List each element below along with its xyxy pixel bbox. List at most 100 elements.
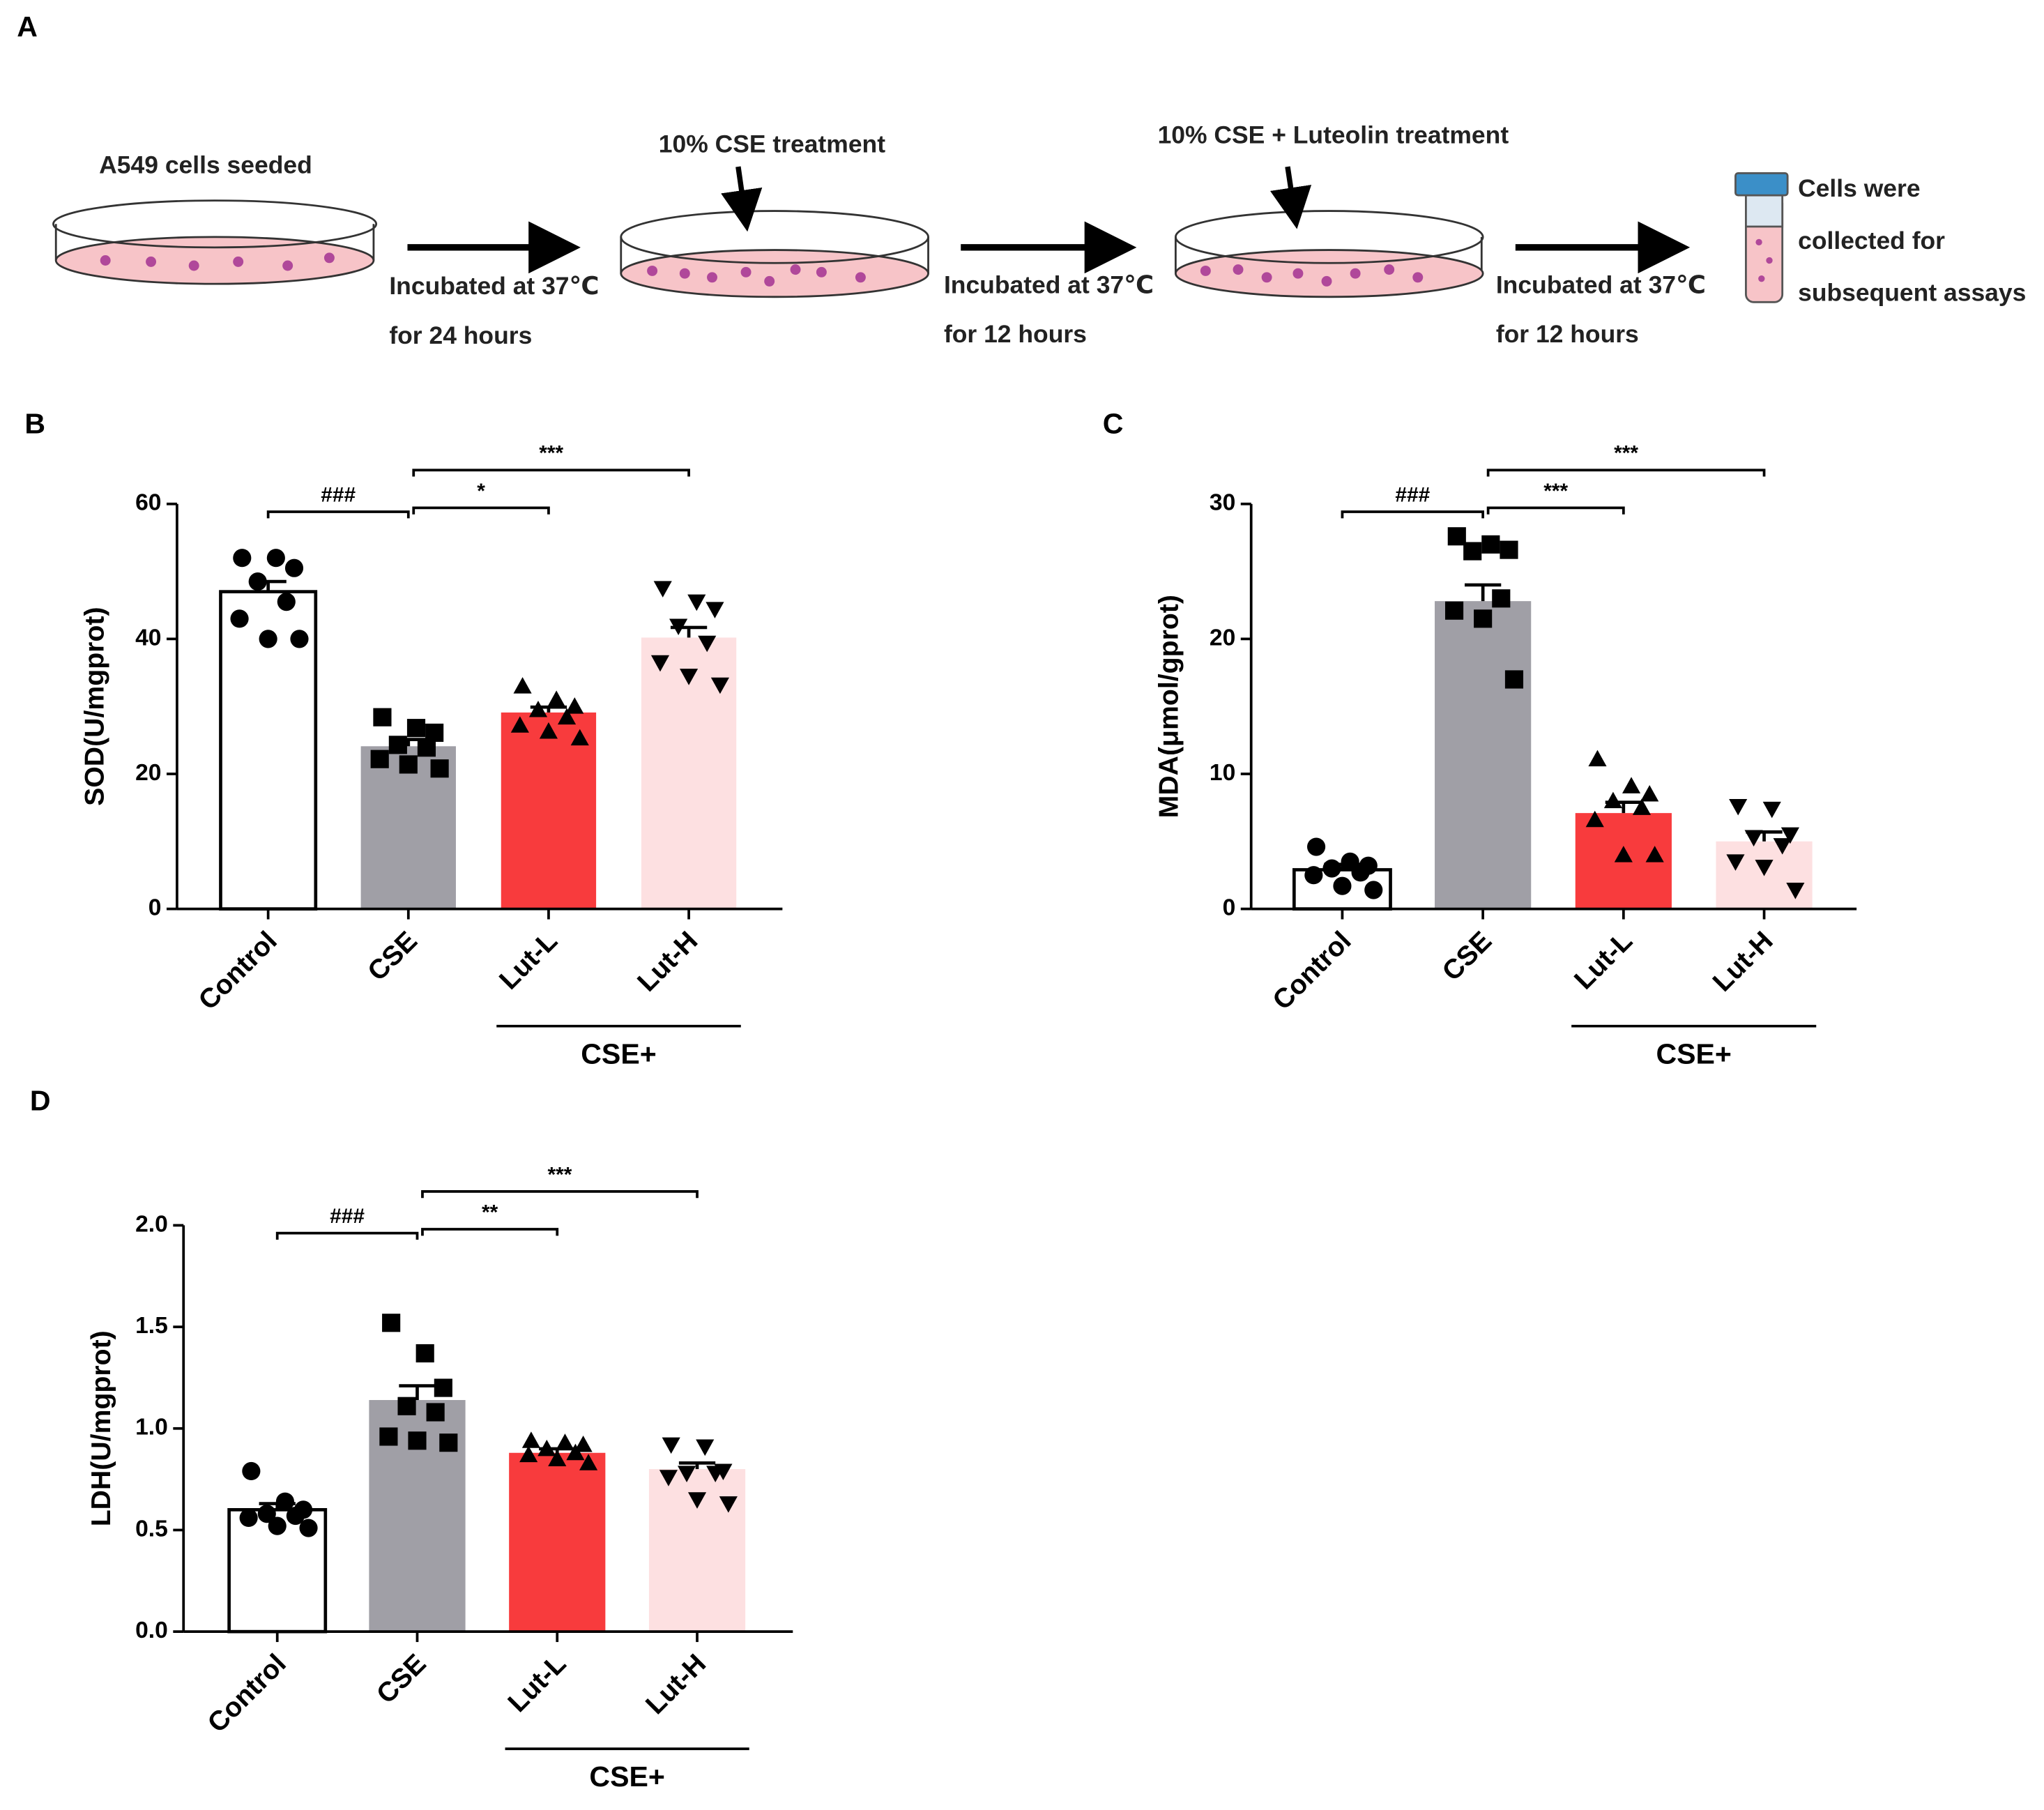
data-point — [1762, 801, 1781, 819]
y-axis-title: LDH(U/mgprot) — [86, 1330, 116, 1526]
x-tick-label: CSE — [371, 1648, 432, 1710]
x-tick-label: Lut-H — [640, 1648, 712, 1720]
data-point — [556, 1433, 574, 1450]
data-point — [1481, 535, 1500, 554]
data-point — [1603, 791, 1622, 809]
data-point — [1304, 866, 1323, 885]
x-tick-label: Control — [1267, 925, 1357, 1016]
data-point — [284, 558, 304, 577]
data-point — [1588, 750, 1607, 767]
x-tick-label: Lut-H — [632, 925, 703, 997]
data-point — [537, 1439, 556, 1457]
data-point — [1463, 542, 1482, 561]
step-text: Incubated at 37℃ — [1496, 271, 1706, 298]
bar — [509, 1452, 606, 1632]
data-point — [426, 1403, 445, 1422]
data-point — [687, 1492, 707, 1509]
significance-bracket — [1486, 469, 1766, 477]
group-label: CSE+ — [581, 1038, 656, 1070]
significance-bracket — [266, 510, 410, 519]
group-label: CSE+ — [589, 1760, 664, 1793]
data-point — [1364, 881, 1383, 899]
error-bar — [678, 1461, 716, 1470]
y-axis-title: SOD(U/mgprot) — [79, 607, 109, 805]
y-tick-label: 20 — [135, 760, 161, 786]
y-tick-label: 20 — [1210, 625, 1235, 651]
data-point — [397, 1397, 416, 1415]
data-point — [650, 655, 670, 672]
data-point — [662, 1437, 680, 1454]
data-point — [1773, 838, 1792, 855]
data-point — [434, 1378, 452, 1397]
significance-label: ### — [1395, 483, 1430, 506]
data-point — [248, 572, 267, 591]
data-point — [570, 729, 589, 746]
y-axis-title: MDA(μmol/gprot) — [1153, 595, 1184, 818]
step-text: Cells were — [1798, 174, 1920, 202]
significance-bracket — [275, 1231, 419, 1240]
data-point — [1492, 589, 1511, 608]
error-bar — [399, 1384, 436, 1400]
data-point — [513, 677, 532, 694]
cells — [100, 252, 1424, 287]
data-point — [1755, 860, 1774, 876]
data-point — [547, 690, 566, 707]
step-text: 10% CSE treatment — [659, 130, 885, 158]
significance-label: ** — [482, 1201, 498, 1224]
data-point — [230, 609, 249, 628]
bar-chart: C MDA(μmol/gprot) 0 10 20 30 Control CSE Lut-L Lu… — [1103, 408, 1857, 1070]
data-point — [299, 1519, 318, 1537]
data-point — [388, 736, 407, 754]
y-tick-label: 30 — [1210, 490, 1235, 516]
significance-label: *** — [1614, 442, 1638, 465]
data-point — [528, 700, 548, 717]
data-point — [1351, 863, 1370, 882]
dish — [620, 210, 929, 298]
data-point — [548, 1450, 567, 1466]
y-tick-label: 60 — [135, 490, 161, 516]
data-point — [687, 594, 706, 611]
data-point — [706, 602, 724, 618]
data-point — [370, 750, 389, 768]
data-point — [1729, 799, 1748, 816]
y-tick-label: 0 — [1223, 895, 1236, 920]
data-point — [415, 1344, 434, 1363]
data-point — [257, 1505, 276, 1523]
significance-bracket — [421, 1228, 559, 1236]
dish — [52, 199, 378, 285]
data-point — [406, 719, 426, 738]
data-point — [574, 1436, 593, 1452]
data-point — [373, 708, 392, 727]
data-point — [696, 1439, 715, 1457]
y-tick-label: 40 — [135, 625, 161, 651]
pointer-arrow — [721, 166, 1312, 232]
data-point — [277, 593, 296, 611]
data-point — [275, 1492, 294, 1511]
x-tick-label: CSE — [362, 925, 423, 987]
data-point — [519, 1445, 538, 1463]
data-point — [242, 1461, 261, 1481]
x-tick-label: CSE — [1436, 925, 1497, 987]
data-point — [706, 1466, 725, 1482]
data-point — [233, 549, 252, 568]
data-point — [286, 1506, 305, 1526]
data-point — [1444, 601, 1464, 620]
step-text: subsequent assays — [1798, 278, 2026, 306]
data-point — [379, 1427, 398, 1446]
data-point — [382, 1314, 401, 1332]
significance-label: *** — [1543, 480, 1568, 503]
step-text: Incubated at 37℃ — [389, 272, 599, 300]
data-point — [1474, 609, 1493, 628]
bar-chart: D LDH(U/mgprot) 0.0 0.5 1.0 1.5 2.0 Control CSE L… — [30, 1085, 793, 1793]
group-label: CSE+ — [1656, 1038, 1731, 1070]
bar — [1435, 601, 1532, 909]
significance-label: * — [477, 480, 485, 503]
data-point — [1640, 784, 1659, 802]
data-point — [1585, 810, 1604, 828]
significance-label: ### — [330, 1205, 365, 1228]
data-point — [680, 669, 699, 685]
data-point — [678, 1466, 696, 1482]
x-tick-label: Lut-H — [1707, 925, 1778, 997]
